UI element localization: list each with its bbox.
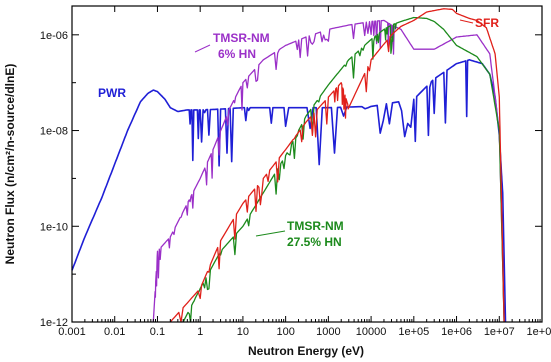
plot-background <box>72 6 542 322</box>
x-tick-label: 0.1 <box>150 326 165 338</box>
y-tick-label: 1e-12 <box>40 317 68 329</box>
x-axis-title: Neutron Energy (eV) <box>248 344 364 358</box>
annotation-tmsr-6-hn: 6% HN <box>218 47 256 61</box>
y-tick-label: 1e-08 <box>40 126 68 138</box>
series-line-tmsr-nm-27-5-hn <box>182 16 505 323</box>
x-tick-label: 1e+08 <box>527 326 551 338</box>
x-tick-label: 1e+05 <box>398 326 429 338</box>
series-line-tmsr-nm-6-hn <box>152 19 505 323</box>
x-axis: 0.001 0.01 0.1 1 10 100 1000 10000 1e+05 1e+06 1e+… <box>58 6 551 338</box>
pointer-sfr <box>459 19 474 24</box>
y-tick-label: 1e-06 <box>40 30 68 42</box>
annotation-sfr: SFR <box>475 16 499 30</box>
x-tick-label: 0.001 <box>58 326 86 338</box>
x-tick-label: 1 <box>197 326 203 338</box>
x-tick-label: 1e+06 <box>441 326 472 338</box>
x-tick-label: 10 <box>237 326 249 338</box>
series-layer <box>71 8 507 323</box>
pointer-tmsr-27 <box>255 230 286 237</box>
x-tick-label: 1000 <box>316 326 340 338</box>
annotation-tmsr-27-hn: 27.5% HN <box>287 235 342 249</box>
x-tick-label: 1e+07 <box>484 326 515 338</box>
x-tick-label: 10000 <box>356 326 387 338</box>
series-line-sfr <box>169 8 505 323</box>
y-axis-title: Neutron Flux (n/cm²/n-source/dlnE) <box>3 64 17 265</box>
annotation-pwr: PWR <box>98 86 126 100</box>
y-tick-label: 1e-10 <box>40 221 68 233</box>
pointer-tmsr-6 <box>194 44 211 53</box>
plot-frame <box>71 5 543 323</box>
annotation-tmsr-27-name: TMSR-NM <box>287 219 344 233</box>
x-tick-label: 100 <box>276 326 294 338</box>
annotation-tmsr-6-name: TMSR-NM <box>213 31 270 45</box>
y-axis: 1e-12 1e-10 1e-08 1e-06 <box>40 30 542 329</box>
x-tick-label: 0.01 <box>104 326 125 338</box>
